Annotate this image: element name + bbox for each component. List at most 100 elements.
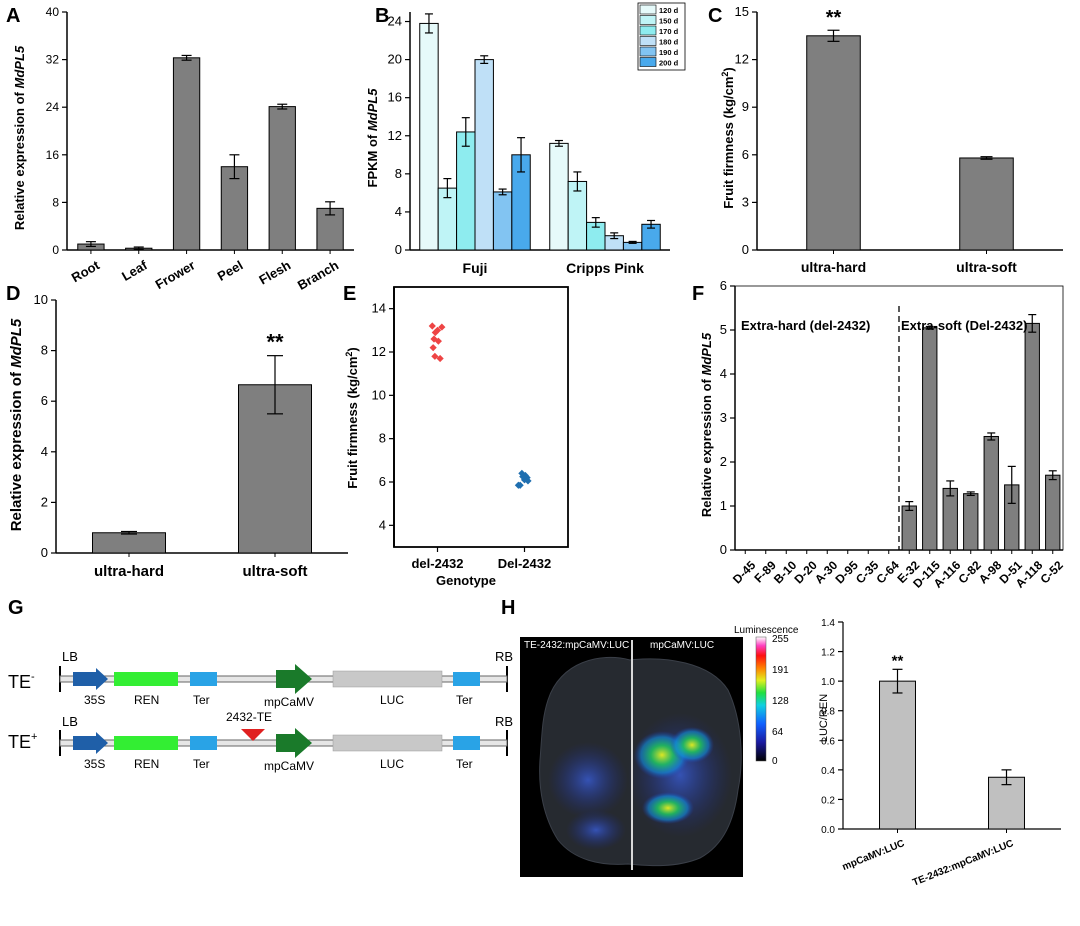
construct-lb-label: LB [62, 714, 78, 729]
y-tick-label: 1.2 [821, 648, 835, 659]
promoter-35s-label: 35S [84, 757, 105, 771]
legend-label: 150 d [659, 17, 679, 26]
bar [901, 505, 917, 551]
y-tick-label: 9 [742, 99, 749, 114]
y-tick-label: 0 [52, 243, 59, 257]
legend-swatch [639, 4, 657, 15]
y-tick-label: 8 [379, 431, 386, 446]
bar [963, 493, 979, 551]
scatter-point [514, 481, 523, 489]
y-tick-label: 0.8 [821, 707, 835, 718]
terminator-label: Ter [456, 693, 473, 707]
panel-letter-c: C [708, 5, 722, 27]
legend-label: 120 d [659, 6, 679, 15]
plot-frame [734, 285, 1064, 551]
chart-panel-b: 0 4 8 12 16 20 24 Fuji Cripps Pink 120 d 150 d170 … [388, 2, 686, 276]
bar [456, 131, 476, 251]
x-category-label: ultra-soft [243, 563, 308, 580]
bar [1045, 474, 1061, 551]
leaf-signal-left [566, 810, 626, 850]
bar [419, 22, 439, 251]
y-tick-label: 0.2 [821, 795, 835, 806]
leaf-left-label: TE-2432:mpCaMV:LUC [524, 640, 629, 651]
y-tick-label: 4 [41, 444, 48, 459]
y-tick-label: 0 [41, 545, 48, 560]
panel-letter-f: F [692, 283, 704, 305]
x-category-label: ultra-hard [801, 259, 866, 275]
y-tick-label: 8 [395, 166, 402, 181]
x-category-label: del-2432 [411, 556, 463, 571]
luc-gene-box [332, 734, 443, 752]
leaf-right-label: mpCaMV:LUC [650, 640, 714, 651]
panel-letter-h: H [501, 597, 515, 619]
y-tick-label: 40 [46, 5, 60, 19]
bar [959, 157, 1014, 251]
panel-d-ylabel: Relative expression of MdPL5 [8, 318, 25, 531]
luc-label: LUC [380, 757, 404, 771]
legend-label: 170 d [659, 27, 679, 36]
panel-letter-b: B [375, 5, 389, 27]
scatter-point [434, 337, 442, 345]
y-tick-label: 15 [735, 4, 749, 19]
chart-panel-c: 0 3 6 9 12 15 ultra-hard ultra-soft ** [735, 4, 1063, 275]
y-tick-label: 3 [720, 410, 727, 425]
y-tick-label: 1.4 [821, 618, 835, 629]
legend-swatch [639, 57, 657, 67]
panel-e-xlabel: Genotype [436, 573, 496, 588]
y-tick-label: 0.0 [821, 825, 835, 836]
panel-b-ylabel: FPKM of MdPL5 [365, 88, 380, 188]
bar [316, 207, 344, 251]
panel-a-ylabel: Relative expression of MdPL5 [12, 45, 27, 230]
y-tick-label: 20 [388, 52, 402, 67]
y-tick-label: 10 [372, 387, 386, 402]
promoter-35s-arrow [73, 668, 108, 690]
bar [492, 191, 513, 251]
construct-rb-label: RB [495, 649, 513, 664]
y-tick-label: 4 [395, 204, 402, 219]
chart-panel-a: 0 8 16 24 32 40 Root Leaf Frower Peel Flesh Branch [46, 5, 354, 293]
scatter-point [519, 472, 527, 481]
legend-label: 180 d [659, 38, 679, 47]
x-category-label: mpCaMV:LUC [841, 838, 906, 873]
x-category-label: Del-2432 [498, 556, 551, 571]
scatter-point [431, 328, 439, 337]
panel-letter-a: A [6, 5, 20, 27]
terminator-label: Ter [456, 757, 473, 771]
y-tick-label: 0 [395, 242, 402, 257]
scatter-point [438, 323, 446, 331]
bar [92, 532, 166, 554]
y-tick-label: 12 [372, 344, 386, 359]
y-tick-label: 0.6 [821, 736, 835, 747]
te-insert-marker [241, 729, 265, 741]
colorbar-tick: 255 [772, 634, 789, 645]
mpcamv-promoter-arrow [276, 664, 312, 694]
chart-panel-d: 0 2 4 6 8 10 ultra-hard ultra-soft ** [34, 292, 348, 580]
panel-letter-d: D [6, 283, 20, 305]
y-tick-label: 12 [388, 128, 402, 143]
mpcamv-promoter-arrow [276, 728, 312, 758]
bar [942, 487, 958, 551]
legend-swatch [639, 25, 657, 36]
y-tick-label: 5 [720, 322, 727, 337]
y-tick-label: 6 [41, 393, 48, 408]
te-insert-label: 2432-TE [226, 710, 272, 724]
luminescence-scale-title: Luminescence [734, 625, 799, 636]
chart-panel-h: 0.0 0.2 0.4 0.6 0.8 1.0 1.2 1.4 mpCaMV:LUC TE-243… [821, 618, 1061, 889]
scatter-point [436, 354, 444, 363]
legend-swatch [639, 15, 657, 25]
scatter-point [524, 477, 532, 485]
legend-label: 200 d [659, 59, 679, 68]
bar [549, 142, 569, 251]
y-tick-label: 16 [388, 90, 402, 105]
bar [474, 59, 494, 251]
colorbar-tick: 128 [772, 696, 789, 707]
y-tick-label: 2 [41, 494, 48, 509]
terminator-label: Ter [193, 757, 210, 771]
y-tick-label: 8 [41, 343, 48, 358]
y-tick-label: 3 [742, 194, 749, 209]
leaf-signal-hotspot [670, 727, 714, 763]
ren-gene-box [114, 672, 178, 686]
y-tick-label: 8 [52, 195, 59, 209]
bar [1024, 322, 1040, 551]
